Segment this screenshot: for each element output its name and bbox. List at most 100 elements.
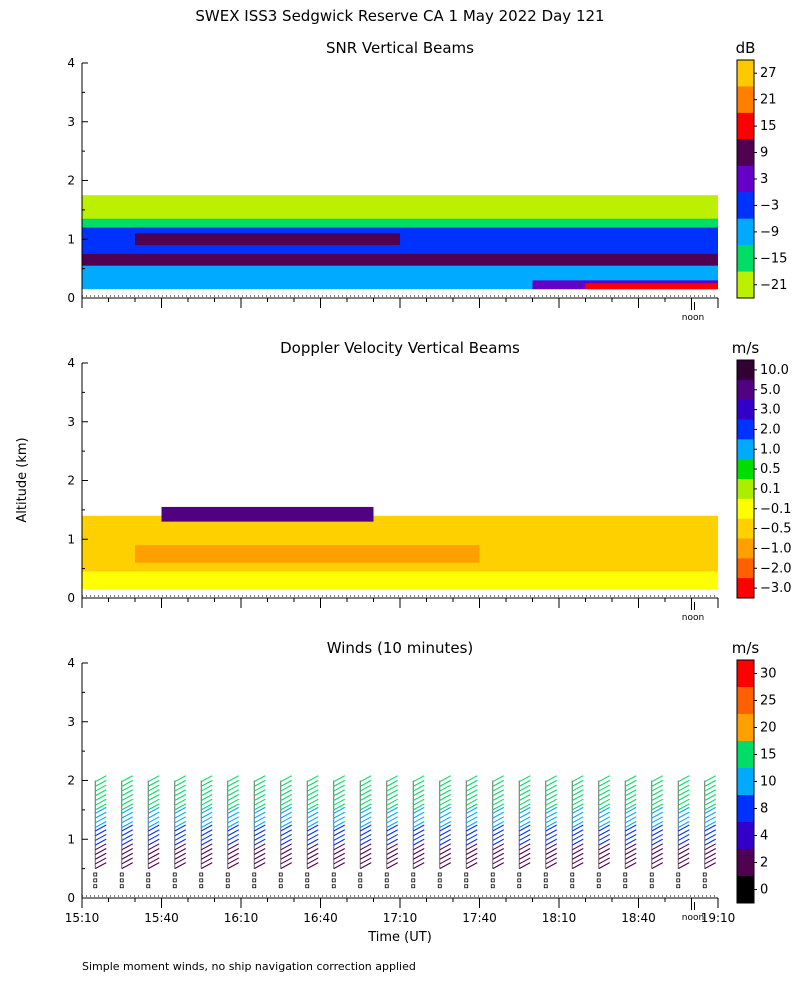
gate-marker xyxy=(596,878,601,883)
gate-marker xyxy=(93,884,98,889)
wind-barb xyxy=(651,843,664,851)
wind-barb xyxy=(333,857,346,865)
wind-barb xyxy=(465,775,478,783)
wind-barb xyxy=(465,829,478,837)
wind-barb xyxy=(518,862,531,870)
wind-barb xyxy=(333,784,346,792)
heatmap-band xyxy=(82,571,718,590)
wind-barb xyxy=(651,848,664,856)
wind-barb xyxy=(545,829,558,837)
wind-barb xyxy=(227,806,240,814)
wind-barb xyxy=(200,843,213,851)
colorbar-swatch xyxy=(737,714,754,742)
wind-barb xyxy=(333,775,346,783)
wind-barb xyxy=(147,811,160,819)
wind-barb xyxy=(94,838,107,846)
wind-barb xyxy=(147,833,160,841)
wind-barb xyxy=(439,803,452,811)
wind-barb xyxy=(412,789,425,797)
wind-barb xyxy=(704,862,717,870)
wind-barb xyxy=(359,848,372,856)
wind-barb xyxy=(624,852,637,860)
colorbar-label: −0.5 xyxy=(760,522,792,537)
wind-barb xyxy=(200,848,213,856)
wind-barb xyxy=(465,843,478,851)
wind-barb xyxy=(121,833,134,841)
wind-barb xyxy=(518,816,531,824)
wind-barb xyxy=(412,784,425,792)
wind-barb xyxy=(492,779,505,787)
wind-barb xyxy=(412,816,425,824)
colorbar-label: 0.1 xyxy=(760,482,781,497)
gate-marker xyxy=(649,878,654,883)
wind-barb xyxy=(386,803,399,811)
wind-barb xyxy=(174,775,187,783)
wind-barb xyxy=(200,821,213,828)
wind-barb xyxy=(465,784,478,792)
wind-barb xyxy=(147,793,160,801)
wind-barb xyxy=(545,833,558,841)
wind-barb xyxy=(492,833,505,841)
gate-marker xyxy=(411,884,416,889)
wind-barb xyxy=(359,852,372,860)
gate-marker xyxy=(464,884,469,889)
wind-barb xyxy=(439,838,452,846)
heatmap-band xyxy=(82,253,718,266)
wind-barb xyxy=(280,816,293,824)
colorbar-swatch xyxy=(737,139,754,167)
wind-barb xyxy=(518,779,531,787)
wind-barb xyxy=(412,852,425,860)
wind-barb xyxy=(492,862,505,870)
wind-barb xyxy=(386,806,399,814)
snr-panel: SNR Vertical Beams 0 1 2 3 4 noon 27 21 15 9 3 −3 −9 −… xyxy=(67,39,787,323)
wind-barb xyxy=(439,811,452,819)
wind-barb xyxy=(386,833,399,841)
colorbar-swatch xyxy=(737,518,754,539)
wind-barb xyxy=(386,824,399,832)
wind-barb xyxy=(280,811,293,819)
wind-barb xyxy=(677,824,690,832)
wind-barb xyxy=(412,803,425,811)
wind-barb xyxy=(121,829,134,837)
colorbar-label: −15 xyxy=(760,251,787,266)
wind-barb xyxy=(651,816,664,824)
wind-barb xyxy=(227,838,240,846)
wind-barb xyxy=(651,793,664,801)
wind-barb xyxy=(94,862,107,870)
gate-marker xyxy=(464,878,469,883)
gate-marker xyxy=(543,872,548,877)
wind-barb xyxy=(306,843,319,851)
wind-barb xyxy=(704,779,717,787)
wind-barb xyxy=(121,798,134,806)
wind-barb xyxy=(121,816,134,824)
y-tick-label: 3 xyxy=(67,715,75,729)
wind-barb xyxy=(333,862,346,870)
wind-barb xyxy=(492,857,505,865)
wind-barb xyxy=(359,803,372,811)
colorbar-swatch xyxy=(737,60,754,87)
wind-barb xyxy=(227,848,240,856)
wind-barb xyxy=(306,775,319,783)
gate-marker xyxy=(225,884,230,889)
gate-marker xyxy=(384,878,389,883)
wind-barb xyxy=(227,789,240,797)
gate-marker xyxy=(119,872,124,877)
colorbar-swatch xyxy=(737,479,754,500)
wind-barb xyxy=(227,803,240,811)
wind-barb xyxy=(439,848,452,856)
wind-barb xyxy=(651,798,664,806)
gate-marker xyxy=(93,878,98,883)
wind-barb xyxy=(677,793,690,801)
wind-barb xyxy=(386,811,399,819)
gate-marker xyxy=(596,872,601,877)
wind-barb xyxy=(94,798,107,806)
wind-barb xyxy=(200,857,213,865)
wind-barb xyxy=(571,798,584,806)
gate-marker xyxy=(490,878,495,883)
y-tick-label: 1 xyxy=(67,832,75,846)
y-tick-label: 0 xyxy=(67,891,75,905)
wind-barb xyxy=(121,803,134,811)
wind-barb xyxy=(571,862,584,870)
wind-barb xyxy=(465,821,478,828)
wind-barb xyxy=(571,857,584,865)
